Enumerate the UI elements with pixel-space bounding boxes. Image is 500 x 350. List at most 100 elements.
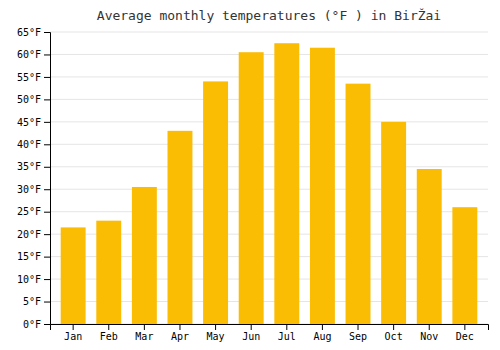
x-tick: Sep xyxy=(349,324,367,342)
y-axis-line xyxy=(44,33,51,325)
bar xyxy=(239,52,264,324)
x-tick-label: Sep xyxy=(349,331,367,342)
plot: 0°F 5°F 10°F 15°F 20°F 25°F 30°F 35°F 40°F 45°F 50… xyxy=(17,27,489,342)
grid xyxy=(50,32,488,324)
x-tick-label: Oct xyxy=(385,331,403,342)
y-axis: 0°F 5°F 10°F 15°F 20°F 25°F 30°F 35°F 40°F 45°F 50… xyxy=(17,27,51,330)
y-tick-mark xyxy=(44,257,50,258)
x-tick: Dec xyxy=(456,324,474,342)
bars xyxy=(61,43,478,324)
bar xyxy=(310,48,335,324)
y-tick-mark xyxy=(44,167,50,168)
y-tick-label: 65°F xyxy=(17,27,41,38)
x-tick-label: Feb xyxy=(100,331,118,342)
title: Average monthly temperatures (°F ) in Bi… xyxy=(97,8,441,23)
y-tick-mark xyxy=(44,189,50,190)
bar xyxy=(61,227,86,324)
y-tick-mark xyxy=(44,54,50,55)
y-tick-mark xyxy=(44,32,50,33)
x-tick-mark xyxy=(429,324,430,330)
grid-line xyxy=(50,32,488,33)
x-tick-label: Nov xyxy=(420,331,438,342)
y-tick: 20°F xyxy=(17,229,50,240)
x-tick-mark xyxy=(393,324,394,330)
x-tick-mark xyxy=(215,324,216,330)
x-tick-label: May xyxy=(207,331,225,342)
x-tick-mark xyxy=(464,324,465,330)
y-tick: 45°F xyxy=(17,117,50,128)
x-tick-mark xyxy=(179,324,180,330)
y-tick: 55°F xyxy=(17,72,50,83)
x-tick: Jul xyxy=(278,324,296,342)
x-tick-mark xyxy=(251,324,252,330)
y-tick-label: 0°F xyxy=(23,319,41,330)
grid-line xyxy=(50,76,488,77)
y-tick-mark xyxy=(44,324,50,325)
y-tick: 35°F xyxy=(17,161,50,172)
x-tick-mark xyxy=(144,324,145,330)
y-tick-label: 55°F xyxy=(17,72,41,83)
y-tick: 15°F xyxy=(17,251,50,262)
y-tick-mark xyxy=(44,144,50,145)
x-tick: Jan xyxy=(64,324,82,342)
bar xyxy=(346,84,371,324)
x-tick-label: Apr xyxy=(171,331,189,342)
y-tick-label: 5°F xyxy=(23,296,41,307)
y-tick: 50°F xyxy=(17,94,50,105)
x-tick-label: Dec xyxy=(456,331,474,342)
y-tick-label: 40°F xyxy=(17,139,41,150)
y-tick-mark xyxy=(44,234,50,235)
bar xyxy=(417,169,442,324)
y-tick: 60°F xyxy=(17,49,50,60)
grid-line xyxy=(50,99,488,100)
bar xyxy=(203,81,228,324)
y-tick: 0°F xyxy=(23,319,50,330)
bar xyxy=(452,207,477,324)
x-tick: Aug xyxy=(313,324,331,342)
y-tick-label: 25°F xyxy=(17,206,41,217)
x-tick-label: Mar xyxy=(135,331,153,342)
y-tick-label: 15°F xyxy=(17,251,41,262)
y-tick-mark xyxy=(44,77,50,78)
x-tick-label: Jan xyxy=(64,331,82,342)
grid-line xyxy=(50,121,488,122)
y-tick: 5°F xyxy=(23,296,50,307)
x-axis-line xyxy=(51,325,489,331)
y-tick: 25°F xyxy=(17,206,50,217)
y-tick-label: 20°F xyxy=(17,229,41,240)
x-tick-mark xyxy=(358,324,359,330)
bar xyxy=(274,43,299,324)
y-tick-label: 50°F xyxy=(17,94,41,105)
x-axis: Jan Feb Mar Apr May Jun Jul Aug Sep Oct Nov Dec xyxy=(51,324,489,342)
bar xyxy=(168,131,193,324)
grid-line xyxy=(50,54,488,55)
bar xyxy=(381,122,406,324)
y-tick-mark xyxy=(44,302,50,303)
x-tick: Nov xyxy=(420,324,438,342)
y-tick: 40°F xyxy=(17,139,50,150)
x-tick: Feb xyxy=(100,324,118,342)
x-tick-mark xyxy=(286,324,287,330)
y-tick-label: 30°F xyxy=(17,184,41,195)
y-tick-label: 35°F xyxy=(17,161,41,172)
y-tick: 10°F xyxy=(17,274,50,285)
bar xyxy=(132,187,157,324)
x-tick-mark xyxy=(322,324,323,330)
x-tick: Oct xyxy=(385,324,403,342)
y-tick-label: 10°F xyxy=(17,274,41,285)
x-tick-label: Jun xyxy=(242,331,260,342)
y-tick-label: 45°F xyxy=(17,117,41,128)
y-tick: 65°F xyxy=(17,27,50,38)
x-tick: Mar xyxy=(135,324,153,342)
x-tick: May xyxy=(207,324,225,342)
y-tick-mark xyxy=(44,279,50,280)
y-tick-mark xyxy=(44,212,50,213)
x-tick-mark xyxy=(108,324,109,330)
x-tick-label: Jul xyxy=(278,331,296,342)
x-tick: Apr xyxy=(171,324,189,342)
y-tick-label: 60°F xyxy=(17,49,41,60)
x-tick-label: Aug xyxy=(313,331,331,342)
y-tick-mark xyxy=(44,122,50,123)
chart: 0°F 5°F 10°F 15°F 20°F 25°F 30°F 35°F 40°F 45°F 50… xyxy=(0,0,500,350)
x-tick: Jun xyxy=(242,324,260,342)
